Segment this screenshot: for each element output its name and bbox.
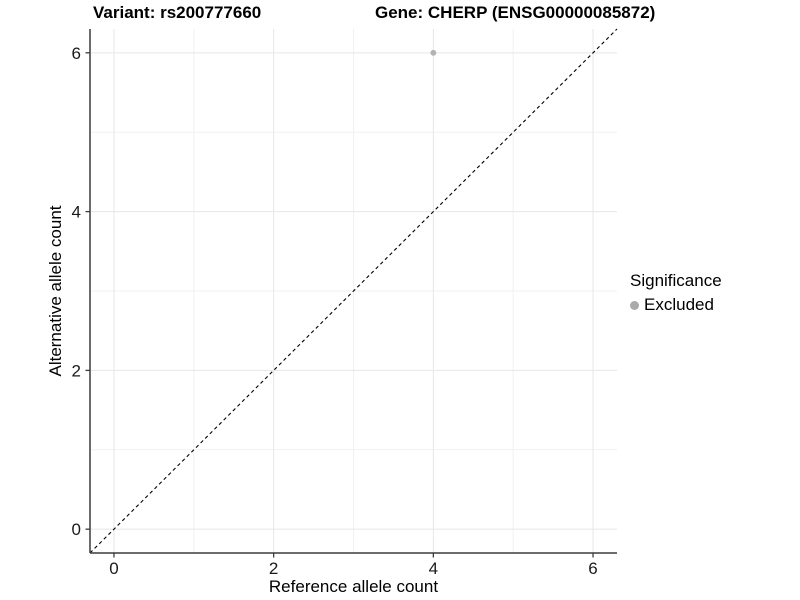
y-tick-label: 0: [72, 520, 81, 539]
legend-item-excluded: Excluded: [630, 295, 722, 315]
x-tick-label: 2: [269, 559, 278, 578]
legend-title: Significance: [630, 271, 722, 290]
y-tick-label: 2: [72, 361, 81, 380]
x-axis-title: Reference allele count: [268, 577, 439, 596]
data-point-excluded: [430, 49, 437, 56]
excluded-dot-icon: [630, 300, 639, 310]
x-tick-label: 4: [429, 559, 438, 578]
variant-title: Variant: rs200777660: [93, 3, 262, 22]
legend: Significance Excluded: [630, 271, 722, 315]
y-axis-title: Alternative allele count: [46, 205, 65, 377]
identity-line: [89, 28, 618, 554]
legend-item-label: Excluded: [644, 295, 714, 314]
gene-title: Gene: CHERP (ENSG00000085872): [375, 3, 656, 22]
x-tick-label: 0: [109, 559, 118, 578]
y-tick-label: 4: [72, 203, 81, 222]
x-tick-label: 6: [588, 559, 597, 578]
y-tick-label: 6: [72, 44, 81, 63]
